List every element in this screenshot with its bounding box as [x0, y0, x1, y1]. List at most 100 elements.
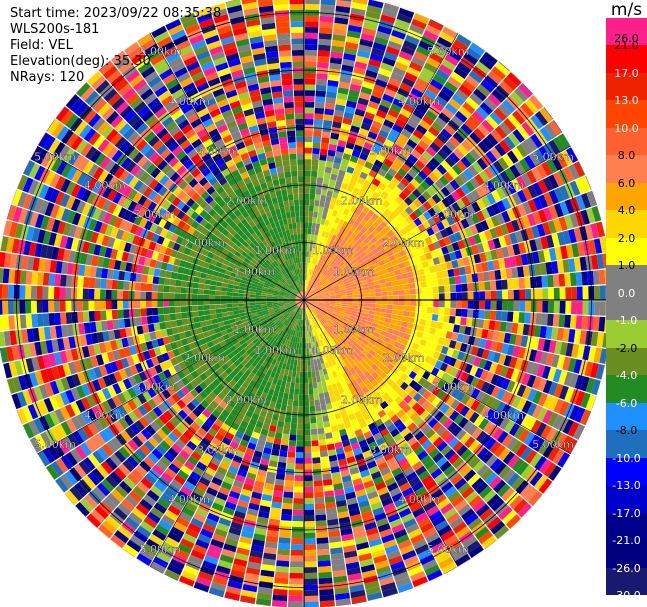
gate-cell	[375, 296, 382, 300]
gate-cell	[344, 106, 356, 114]
gate-cell	[209, 108, 221, 118]
gate-cell	[246, 77, 258, 86]
gate-cell	[348, 218, 356, 226]
gate-cell	[295, 257, 299, 264]
gate-cell	[238, 303, 244, 307]
gate-cell	[384, 2, 400, 8]
gate-cell	[266, 156, 275, 164]
gate-cell	[222, 134, 233, 144]
gate-cell	[383, 257, 391, 264]
gate-cell	[157, 292, 164, 300]
gate-cell	[413, 208, 423, 218]
gate-cell	[320, 286, 327, 290]
gate-cell	[430, 250, 438, 259]
gate-cell	[306, 337, 309, 344]
gate-cell	[317, 259, 322, 266]
gate-cell	[483, 97, 498, 111]
gate-cell	[399, 227, 408, 236]
gate-cell	[324, 280, 330, 285]
gate-cell	[307, 262, 310, 269]
gate-cell	[343, 111, 354, 120]
gate-cell	[268, 236, 274, 243]
gate-cell	[365, 274, 373, 280]
gate-cell	[323, 119, 333, 127]
gate-cell	[362, 283, 369, 288]
gate-cell	[282, 255, 287, 262]
gate-cell	[312, 295, 318, 298]
gate-cell	[309, 199, 315, 206]
gate-cell	[350, 205, 358, 213]
gate-cell	[361, 279, 368, 285]
gate-cell	[211, 318, 218, 325]
gate-cell	[65, 312, 73, 324]
gate-cell	[305, 268, 308, 275]
header-start-time: Start time: 2023/09/22 08:35:38	[10, 6, 222, 21]
gate-cell	[304, 84, 316, 91]
gate-cell	[322, 225, 328, 232]
gate-cell	[399, 249, 407, 257]
gate-cell	[563, 166, 575, 182]
gate-cell	[491, 89, 506, 103]
gate-cell	[596, 206, 602, 221]
gate-cell	[381, 291, 388, 296]
gate-cell	[312, 276, 316, 283]
gate-cell	[270, 79, 282, 87]
gate-cell	[466, 274, 473, 283]
gate-cell	[432, 168, 443, 179]
gate-cell	[304, 538, 316, 545]
gate-cell	[311, 257, 316, 264]
gate-cell	[328, 202, 336, 210]
gate-cell	[416, 262, 424, 270]
gate-cell	[565, 287, 572, 300]
gate-cell	[311, 246, 316, 253]
gate-cell	[332, 121, 342, 129]
gate-cell	[360, 226, 368, 234]
gate-cell	[533, 149, 546, 164]
gate-cell	[308, 257, 311, 264]
gate-cell	[311, 153, 320, 160]
gate-cell	[226, 307, 233, 312]
gate-cell	[262, 139, 272, 148]
gate-cell	[287, 265, 292, 272]
gate-cell	[396, 257, 404, 264]
gate-cell	[507, 114, 521, 129]
gate-cell	[492, 160, 505, 174]
gate-cell	[471, 244, 479, 255]
gate-cell	[495, 248, 504, 259]
gate-cell	[304, 279, 307, 286]
gate-cell	[308, 383, 313, 389]
gate-cell	[343, 53, 356, 61]
gate-cell	[291, 276, 295, 283]
gate-cell	[405, 34, 420, 46]
gate-cell	[494, 143, 507, 157]
gate-cell	[366, 240, 374, 248]
gate-cell	[565, 244, 574, 259]
gate-cell	[398, 262, 406, 269]
gate-cell	[399, 200, 409, 210]
gate-cell	[295, 118, 304, 125]
gate-cell	[304, 423, 311, 430]
gate-cell	[284, 107, 295, 115]
gate-cell	[368, 169, 378, 178]
gate-cell	[209, 309, 216, 315]
gate-cell	[278, 177, 286, 185]
gate-cell	[350, 125, 360, 134]
gate-cell	[203, 289, 210, 295]
gate-cell	[476, 106, 489, 120]
gate-cell	[224, 114, 235, 124]
gate-cell	[409, 61, 423, 72]
gate-cell	[569, 180, 581, 196]
gate-cell	[434, 231, 444, 241]
gate-cell	[348, 179, 357, 188]
gate-cell	[296, 263, 300, 269]
gate-cell	[235, 38, 250, 47]
gate-cell	[292, 55, 304, 62]
gate-cell	[558, 216, 568, 231]
gate-cell	[368, 58, 382, 68]
gate-cell	[304, 170, 311, 177]
gate-cell	[311, 170, 318, 178]
gate-cell	[209, 285, 216, 291]
gate-cell	[366, 209, 375, 218]
gate-cell	[456, 160, 468, 172]
gate-cell	[352, 291, 359, 295]
